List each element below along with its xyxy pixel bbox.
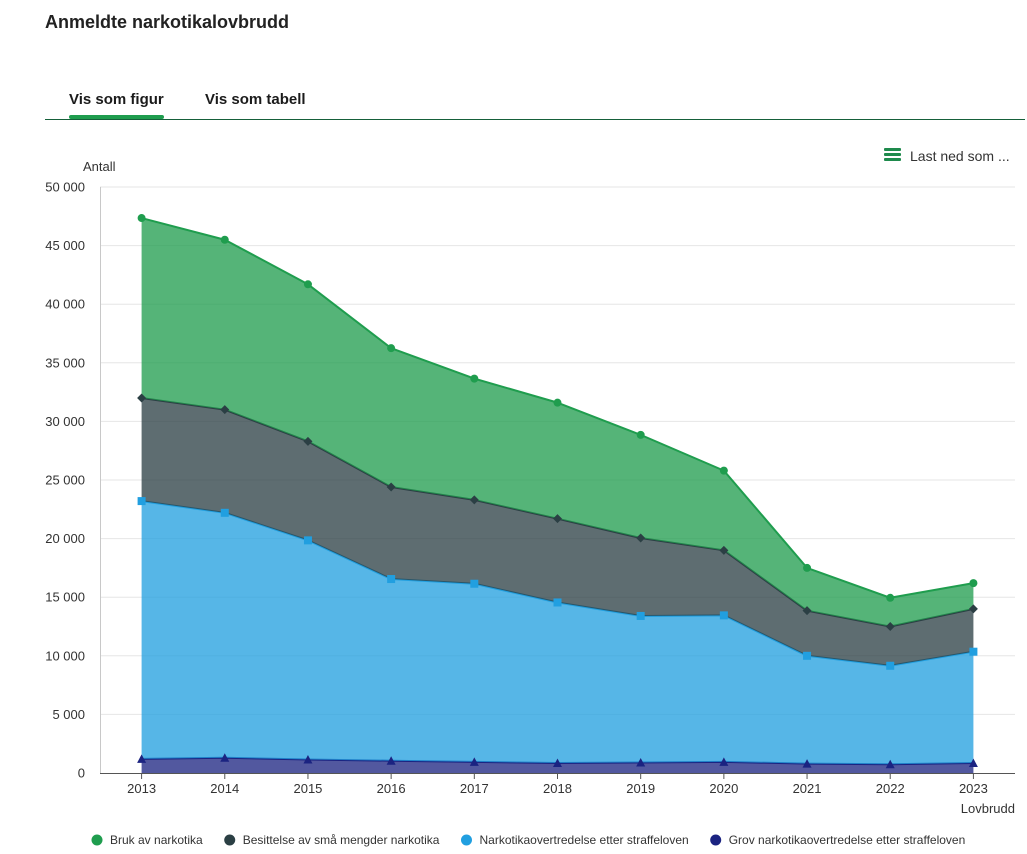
- legend-label: Grov narkotikaovertredelse etter straffe…: [729, 833, 966, 847]
- data-point-marker[interactable]: [387, 575, 396, 584]
- y-tick-label: 20 000: [45, 531, 85, 546]
- legend-label: Bruk av narkotika: [110, 833, 203, 847]
- data-point-marker[interactable]: [469, 495, 479, 505]
- data-point-marker[interactable]: [386, 482, 396, 492]
- x-tick-label: 2018: [543, 781, 572, 796]
- data-point-marker[interactable]: [802, 759, 812, 768]
- tab-vis-som-tabell[interactable]: Vis som tabell: [205, 91, 306, 108]
- data-point-marker[interactable]: [137, 393, 147, 403]
- data-point-marker[interactable]: [886, 661, 895, 670]
- data-point-marker[interactable]: [719, 757, 729, 766]
- view-tabs: Vis som figur Vis som tabell: [45, 88, 1025, 120]
- data-point-marker[interactable]: [636, 757, 646, 767]
- legend-symbol: [460, 834, 472, 846]
- data-point-marker[interactable]: [719, 611, 728, 620]
- x-tick-label: 2013: [127, 781, 156, 796]
- data-point-marker[interactable]: [137, 214, 146, 223]
- data-point-marker[interactable]: [553, 398, 562, 407]
- data-point-marker[interactable]: [885, 622, 895, 631]
- legend-item[interactable]: Narkotikaovertredelse etter straffeloven: [460, 833, 689, 847]
- y-tick-label: 35 000: [45, 355, 85, 370]
- axis-layer: 2013 2014 2015 2016 2017 2018 2019 2020 2021 2022…: [100, 187, 1015, 796]
- data-point-marker[interactable]: [636, 430, 645, 439]
- y-tick-label: 40 000: [45, 297, 85, 312]
- marker-layer: [137, 214, 978, 769]
- y-tick-label: 15 000: [45, 590, 85, 605]
- legend: Bruk av narkotika Besittelse av små mengd…: [91, 833, 965, 847]
- download-menu-label: Last ned som ...: [910, 148, 1010, 164]
- data-point-marker[interactable]: [969, 647, 978, 656]
- legend-item[interactable]: Bruk av narkotika: [91, 833, 204, 847]
- data-point-marker[interactable]: [470, 579, 479, 588]
- x-tick-label: 2020: [709, 781, 738, 796]
- series-area: [141, 218, 974, 627]
- legend-label: Narkotikaovertredelse etter straffeloven: [479, 833, 688, 847]
- data-point-marker[interactable]: [220, 753, 230, 762]
- x-axis-title: Lovbrudd: [961, 801, 1015, 816]
- data-point-marker[interactable]: [803, 563, 812, 572]
- y-tick-label: 0: [78, 766, 85, 781]
- x-tick-label: 2015: [293, 781, 322, 796]
- area-layer: [141, 217, 974, 773]
- data-point-marker[interactable]: [802, 606, 812, 616]
- data-point-marker[interactable]: [469, 757, 479, 766]
- data-point-marker[interactable]: [220, 508, 229, 517]
- data-point-marker[interactable]: [553, 514, 562, 524]
- legend-symbol: [224, 834, 236, 846]
- data-point-marker[interactable]: [303, 436, 313, 446]
- y-axis-title: Antall: [83, 159, 116, 174]
- x-tick-label: 2021: [793, 781, 822, 796]
- x-tick-label: 2022: [876, 781, 905, 796]
- data-point-marker[interactable]: [303, 280, 312, 289]
- legend-label: Besittelse av små mengder narkotika: [243, 833, 440, 847]
- data-point-marker[interactable]: [719, 545, 729, 555]
- data-point-marker[interactable]: [968, 758, 978, 768]
- data-point-marker[interactable]: [885, 759, 895, 769]
- legend-symbol: [710, 834, 722, 846]
- x-tick-label: 2017: [460, 781, 489, 796]
- data-point-marker[interactable]: [719, 466, 728, 475]
- data-point-marker[interactable]: [553, 598, 562, 607]
- download-menu-button[interactable]: Last ned som ...: [884, 146, 1019, 166]
- y-tick-label: 25 000: [45, 473, 85, 488]
- data-point-marker[interactable]: [803, 651, 812, 660]
- data-point-marker[interactable]: [886, 593, 895, 602]
- stacked-area-chart: 0 5 000 10 000 15 000 20 000 25 000 30 000 35 0…: [45, 159, 1015, 847]
- data-point-marker[interactable]: [553, 758, 562, 768]
- data-point-marker[interactable]: [969, 579, 978, 588]
- data-point-marker[interactable]: [137, 497, 146, 506]
- data-point-marker[interactable]: [636, 611, 645, 620]
- data-point-marker[interactable]: [968, 604, 978, 614]
- data-point-marker[interactable]: [470, 374, 479, 383]
- y-tick-label: 45 000: [45, 238, 85, 253]
- data-point-marker[interactable]: [220, 235, 229, 244]
- x-tick-label: 2019: [626, 781, 655, 796]
- data-point-marker[interactable]: [220, 405, 230, 415]
- tab-vis-som-figur[interactable]: Vis som figur: [69, 91, 164, 119]
- menu-icon: [884, 148, 901, 162]
- x-tick-label: 2014: [210, 781, 239, 796]
- data-point-marker[interactable]: [137, 754, 147, 763]
- legend-item[interactable]: Grov narkotikaovertredelse etter straffe…: [710, 833, 965, 847]
- data-point-marker[interactable]: [303, 755, 313, 764]
- x-tick-label: 2016: [377, 781, 406, 796]
- legend-symbol: [91, 834, 103, 846]
- data-point-marker[interactable]: [636, 533, 646, 543]
- y-tick-label: 50 000: [45, 180, 85, 195]
- legend-item[interactable]: Besittelse av små mengder narkotika: [224, 833, 440, 847]
- y-tick-label: 10 000: [45, 648, 85, 663]
- series-area: [141, 501, 974, 765]
- data-point-marker[interactable]: [386, 756, 396, 765]
- data-point-marker[interactable]: [303, 536, 312, 545]
- page-title: Anmeldte narkotikalovbrudd: [45, 12, 290, 32]
- data-point-marker[interactable]: [387, 344, 396, 353]
- x-tick-label: 2023: [959, 781, 988, 796]
- y-tick-label: 5 000: [52, 707, 85, 722]
- y-tick-label: 30 000: [45, 414, 85, 429]
